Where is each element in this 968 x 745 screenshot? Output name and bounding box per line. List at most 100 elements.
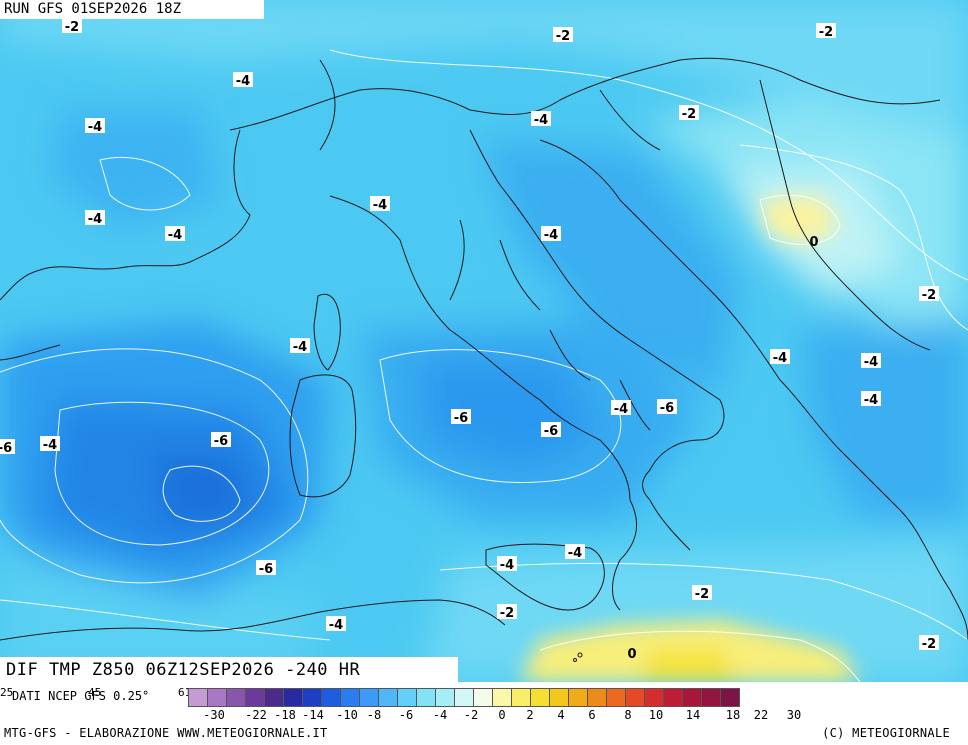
colorbar-swatch xyxy=(720,688,740,707)
colorbar-swatch xyxy=(530,688,550,707)
contour-label-box xyxy=(256,560,276,575)
colorbar-swatch xyxy=(435,688,455,707)
colorbar-tick-label: -6 xyxy=(398,708,414,722)
contour-label-box xyxy=(679,105,699,120)
contour-label-box xyxy=(40,436,60,451)
colorbar-swatch xyxy=(511,688,531,707)
colorbar-tick-label: 14 xyxy=(685,708,701,722)
contour-label-box xyxy=(553,27,573,42)
colorbar-tick-label: 10 xyxy=(648,708,664,722)
colorbar-tick-label: 6 xyxy=(588,708,596,722)
colorbar-swatch xyxy=(644,688,664,707)
contour-label-box xyxy=(290,338,310,353)
contour-label-box xyxy=(919,635,939,650)
colorbar-tick-label: 30 xyxy=(786,708,802,722)
colorbar-swatch xyxy=(454,688,474,707)
contour-label-box xyxy=(692,585,712,600)
colorbar-swatch xyxy=(663,688,683,707)
colorbar-tick-label: -2 xyxy=(463,708,479,722)
temperature-anomaly-map: -2 -2 -2 -4 -4 -2 -4 -4 -4 -4 0 -4 -2 -4 -4 -4 -4 -6 -6 -6 -… xyxy=(0,0,968,682)
data-source-label: DATI NCEP GFS 0.25° xyxy=(12,689,150,703)
contour-label-box xyxy=(497,556,517,571)
colorbar-tick-label: -10 xyxy=(336,708,358,722)
colorbar-stub-2: 45 xyxy=(88,686,102,699)
contour-label-box xyxy=(326,616,346,631)
contour-label: -4 xyxy=(773,351,787,366)
contour-label: -4 xyxy=(88,120,102,135)
contour-label-box xyxy=(211,432,231,447)
product-title: DIF TMP Z850 06Z12SEP2026 -240 HR xyxy=(0,657,458,683)
contour-label-box xyxy=(62,18,82,33)
colorbar-swatch xyxy=(587,688,607,707)
contour-label: -2 xyxy=(556,29,570,44)
contour-label: -2 xyxy=(819,25,833,40)
contour-label: -4 xyxy=(614,402,628,417)
contour-label: -4 xyxy=(236,74,250,89)
contour-label: -4 xyxy=(293,340,307,355)
colorbar-swatch xyxy=(568,688,588,707)
colorbar-swatch xyxy=(682,688,702,707)
contour-label-box xyxy=(451,409,471,424)
run-label: RUN GFS 01SEP2026 18Z xyxy=(0,0,264,19)
colorbar-swatch xyxy=(625,688,645,707)
contour-label-box xyxy=(770,349,790,364)
colorbar-swatch xyxy=(207,688,227,707)
colorbar-swatch xyxy=(416,688,436,707)
contour-label: -2 xyxy=(922,637,936,652)
colorbar-stub-1: 25 xyxy=(0,686,14,699)
contour-labels: -2 -2 -2 -4 -4 -2 -4 -4 -4 -4 0 -4 -2 -4 -4 -4 -4 -6 -6 -6 -… xyxy=(0,18,939,662)
contour-label: -2 xyxy=(922,288,936,303)
colorbar-tick-label: 8 xyxy=(624,708,632,722)
colorbar-swatch xyxy=(492,688,512,707)
contour-label: -6 xyxy=(0,441,12,456)
contour-label: -4 xyxy=(864,355,878,370)
colorbar-swatch xyxy=(359,688,379,707)
contour-label: -2 xyxy=(682,107,696,122)
contour-label: 0 xyxy=(627,647,636,662)
colorbar-swatch xyxy=(302,688,322,707)
colorbar-swatch xyxy=(397,688,417,707)
contour-label-box xyxy=(85,210,105,225)
contour-label-box xyxy=(816,23,836,38)
contour-label: -2 xyxy=(65,20,79,35)
colorbar-tick-label: -18 xyxy=(274,708,296,722)
contour-label: -4 xyxy=(88,212,102,227)
contour-label-box xyxy=(657,399,677,414)
contour-label: -4 xyxy=(500,558,514,573)
contour-label-box xyxy=(497,604,517,619)
colorbar-tick-label: -4 xyxy=(432,708,448,722)
colorbar-ticks: -30 -22 -18 -14 -10 -8 -6 -4 -2 0 2 4 6 8 10 14 18 22 30 xyxy=(188,708,968,724)
colorbar-tick-label: -22 xyxy=(245,708,267,722)
contour-label: -2 xyxy=(695,587,709,602)
colorbar-swatch xyxy=(283,688,303,707)
credit-left: MTG-GFS - ELABORAZIONE WWW.METEOGIORNALE… xyxy=(4,726,328,740)
contour-label: -4 xyxy=(568,546,582,561)
contour-label-box xyxy=(165,226,185,241)
contour-label: 0 xyxy=(809,235,818,250)
contour-label: -6 xyxy=(454,411,468,426)
colorbar-swatch xyxy=(321,688,341,707)
contour-label-box xyxy=(370,196,390,211)
contour-label: -2 xyxy=(500,606,514,621)
contour-label-box xyxy=(531,111,551,126)
colorbar-swatch xyxy=(549,688,569,707)
colorbar-swatch xyxy=(226,688,246,707)
contour-label: -4 xyxy=(534,113,548,128)
colorbar-swatch xyxy=(188,688,208,707)
contour-label: -4 xyxy=(43,438,57,453)
colorbar-swatch xyxy=(245,688,265,707)
colorbar-swatch xyxy=(378,688,398,707)
colorbar-tick-label: 22 xyxy=(753,708,769,722)
contour-label: -6 xyxy=(544,424,558,439)
colorbar-stub-3: 61 xyxy=(178,686,192,699)
colorbar-swatch xyxy=(264,688,284,707)
contour-label: -4 xyxy=(168,228,182,243)
contour-label-box xyxy=(541,226,561,241)
contour-label-box xyxy=(919,286,939,301)
contour-label-box xyxy=(611,400,631,415)
credit-right: (C) METEOGIORNALE xyxy=(822,726,950,740)
contour-label: -4 xyxy=(544,228,558,243)
contour-label-box xyxy=(541,422,561,437)
contour-label-box xyxy=(861,353,881,368)
colorbar-swatch xyxy=(473,688,493,707)
